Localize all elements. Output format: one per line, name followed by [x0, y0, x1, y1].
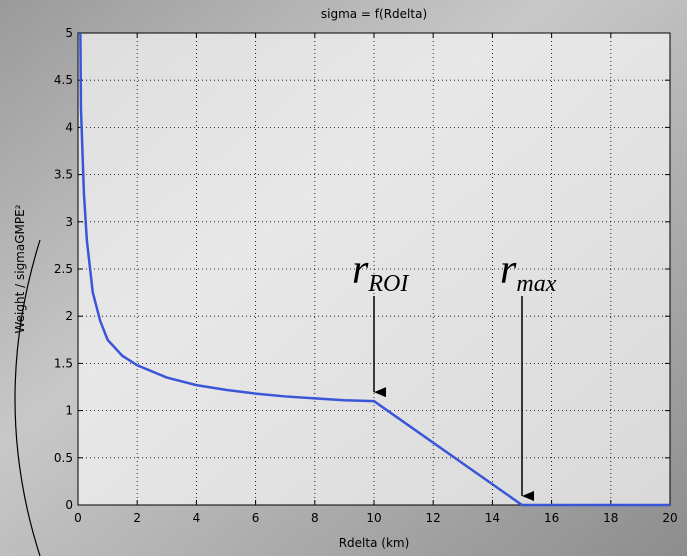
y-axis-label: Weight / sigmaGMPE²: [13, 204, 27, 333]
y-tick-label: 5: [65, 26, 73, 40]
x-tick-label: 2: [133, 511, 141, 525]
y-tick-label: 1.5: [54, 356, 73, 370]
x-tick-label: 4: [193, 511, 201, 525]
y-tick-label: 3: [65, 215, 73, 229]
y-tick-label: 0: [65, 498, 73, 512]
x-tick-label: 14: [485, 511, 500, 525]
y-tick-label: 2: [65, 309, 73, 323]
y-tick-label: 4: [65, 120, 73, 134]
annotation-text: r: [352, 247, 369, 293]
y-tick-label: 1: [65, 404, 73, 418]
x-tick-label: 20: [662, 511, 677, 525]
x-tick-label: 16: [544, 511, 559, 525]
x-tick-label: 18: [603, 511, 618, 525]
x-tick-label: 12: [426, 511, 441, 525]
x-tick-label: 8: [311, 511, 319, 525]
annotation: rROI: [352, 247, 409, 297]
data-line: [79, 32, 670, 507]
y-tick-label: 0.5: [54, 451, 73, 465]
annotation-subscript: ROI: [367, 271, 409, 297]
y-tick-label: 4.5: [54, 73, 73, 87]
x-axis-label: Rdelta (km): [339, 536, 410, 550]
y-tick-label: 2.5: [54, 262, 73, 276]
y-tick-label: 3.5: [54, 168, 73, 182]
axes-box: [77, 32, 671, 506]
decor-arc: [14, 239, 41, 556]
chart-title: sigma = f(Rdelta): [321, 7, 427, 21]
annotation-subscript: max: [516, 271, 556, 297]
annotation: rmax: [500, 247, 557, 297]
x-tick-label: 6: [252, 511, 260, 525]
x-tick-label: 0: [74, 511, 82, 525]
annotation-text: r: [500, 247, 517, 293]
x-tick-label: 10: [366, 511, 381, 525]
